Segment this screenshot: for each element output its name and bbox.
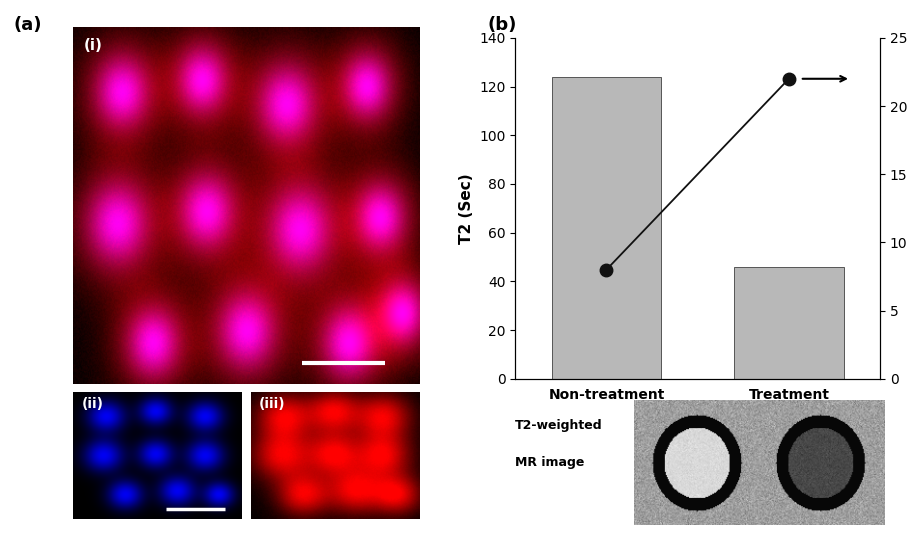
Y-axis label: T2 (Sec): T2 (Sec) bbox=[458, 173, 473, 243]
Text: (b): (b) bbox=[487, 16, 517, 34]
Bar bbox=[733, 267, 843, 379]
Text: T2-weighted: T2-weighted bbox=[515, 419, 602, 432]
Text: MR image: MR image bbox=[515, 457, 584, 470]
Text: (i): (i) bbox=[83, 38, 102, 53]
Text: (iii): (iii) bbox=[259, 397, 285, 411]
Text: (ii): (ii) bbox=[81, 397, 103, 411]
Bar bbox=[551, 77, 660, 379]
Text: (a): (a) bbox=[14, 16, 42, 34]
